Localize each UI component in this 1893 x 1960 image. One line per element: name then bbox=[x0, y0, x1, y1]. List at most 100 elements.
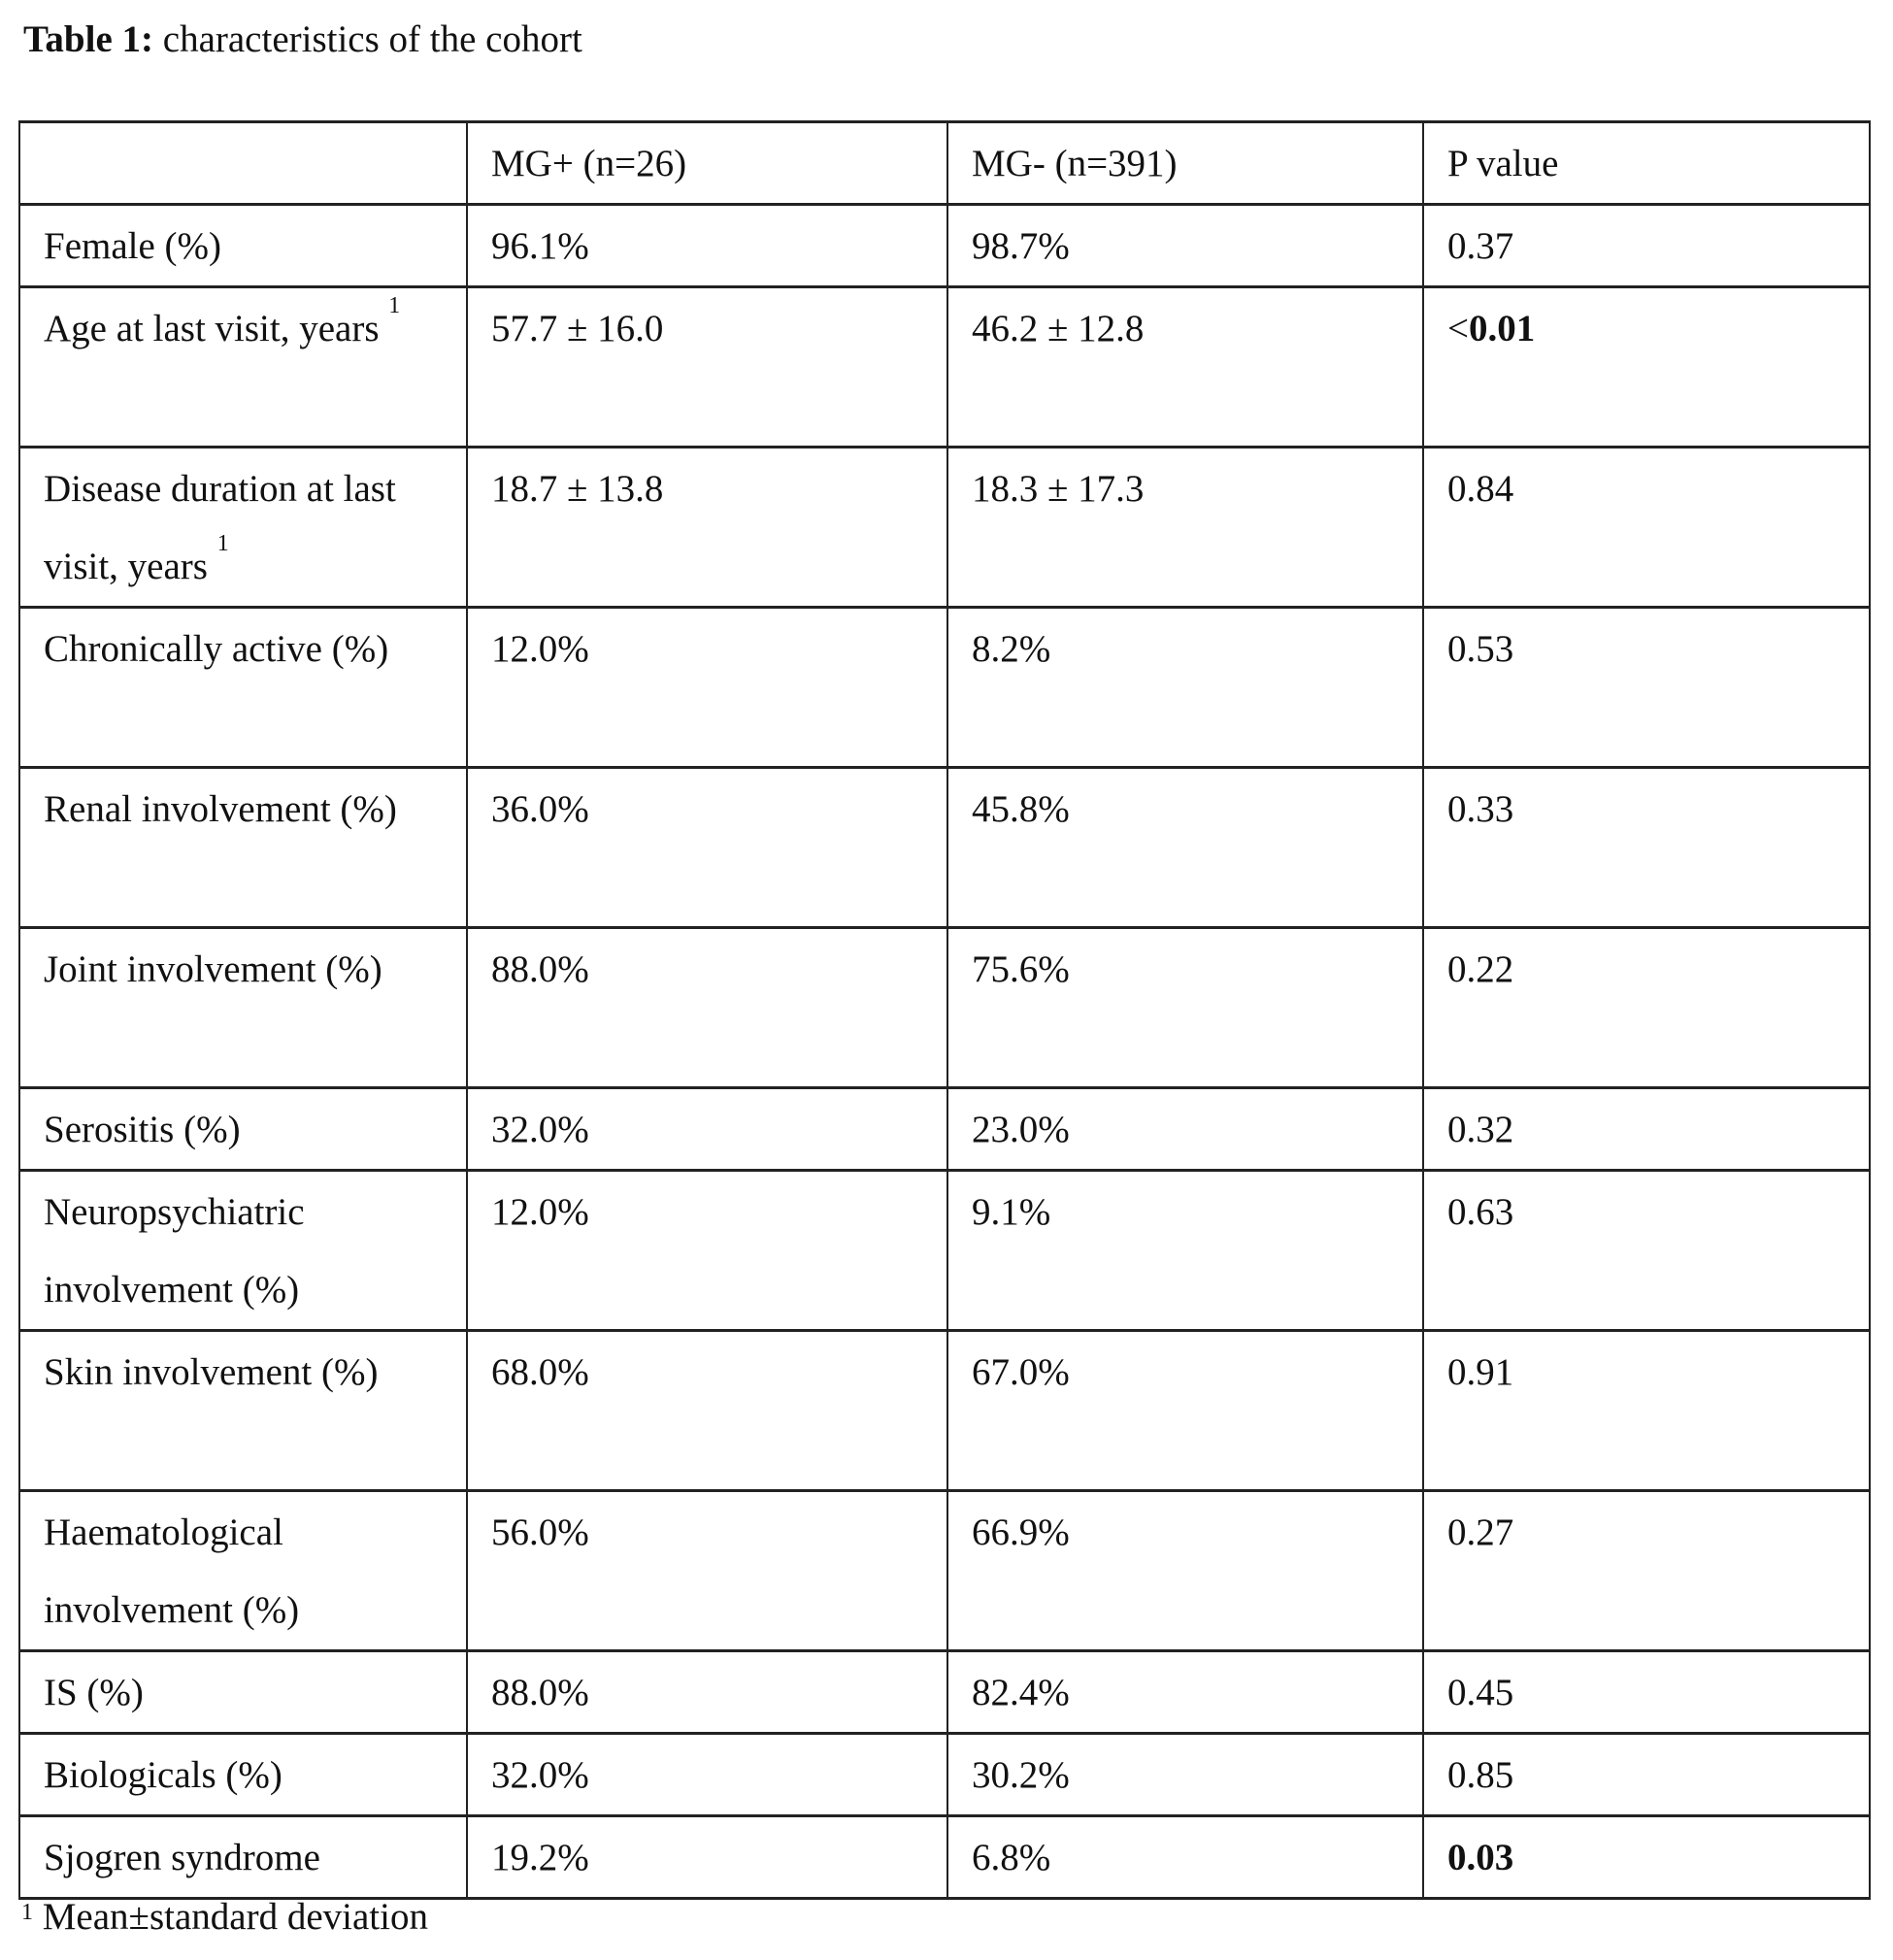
row-label-cell: Female (%) bbox=[18, 203, 468, 288]
row-label-cell: Joint involvement (%) bbox=[18, 926, 468, 1089]
footnote-text: Mean±standard deviation bbox=[33, 1896, 428, 1938]
mg-neg-cell: 66.9% bbox=[946, 1489, 1424, 1652]
row-label-cell: Biologicals (%) bbox=[18, 1732, 468, 1817]
p-value-cell: 0.91 bbox=[1422, 1329, 1871, 1492]
row-label-cell: Serositis (%) bbox=[18, 1086, 468, 1172]
mg-neg-cell: 6.8% bbox=[946, 1814, 1424, 1900]
row-label: IS (%) bbox=[44, 1672, 144, 1713]
row-label-cell: Sjogren syndrome bbox=[18, 1814, 468, 1900]
mg-pos-cell: 88.0% bbox=[466, 926, 948, 1089]
p-value-cell: 0.53 bbox=[1422, 606, 1871, 769]
p-value: 0.53 bbox=[1447, 628, 1514, 670]
mg-pos-cell: 88.0% bbox=[466, 1649, 948, 1735]
row-label: Chronically active (%) bbox=[44, 628, 389, 670]
mg-neg-cell: 30.2% bbox=[946, 1732, 1424, 1817]
p-value: 0.91 bbox=[1447, 1351, 1514, 1393]
table-row: Age at last visit, years 1 57.7 ± 16.0 46.… bbox=[18, 285, 1871, 448]
mg-neg-cell: 82.4% bbox=[946, 1649, 1424, 1735]
table-row: Female (%) 96.1% 98.7% 0.37 bbox=[18, 203, 1871, 288]
footnote-ref: 1 bbox=[216, 531, 229, 556]
p-value-cell: 0.85 bbox=[1422, 1732, 1871, 1817]
table-row: Neuropsychiatric involvement (%) 12.0% 9.1… bbox=[18, 1169, 1871, 1332]
p-value: 0.22 bbox=[1447, 948, 1514, 990]
row-label: Serositis (%) bbox=[44, 1109, 241, 1150]
mg-neg-cell: 98.7% bbox=[946, 203, 1424, 288]
table-row: Serositis (%) 32.0% 23.0% 0.32 bbox=[18, 1086, 1871, 1172]
mg-pos-cell: 12.0% bbox=[466, 1169, 948, 1332]
mg-pos-cell: 36.0% bbox=[466, 766, 948, 929]
p-value: 0.63 bbox=[1447, 1191, 1514, 1233]
header-cell-mg-pos: MG+ (n=26) bbox=[466, 120, 948, 206]
mg-neg-cell: 46.2 ± 12.8 bbox=[946, 285, 1424, 448]
row-label: Skin involvement (%) bbox=[44, 1351, 379, 1393]
cohort-table: MG+ (n=26) MG- (n=391) P value Female (%… bbox=[18, 120, 1871, 1900]
table-number: Table 1: bbox=[23, 18, 154, 60]
row-label: Sjogren syndrome bbox=[44, 1837, 320, 1878]
p-value-cell: 0.32 bbox=[1422, 1086, 1871, 1172]
row-label-cell: Renal involvement (%) bbox=[18, 766, 468, 929]
header-cell-p-value: P value bbox=[1422, 120, 1871, 206]
p-value-cell: 0.22 bbox=[1422, 926, 1871, 1089]
table-title: characteristics of the cohort bbox=[153, 18, 582, 60]
row-label: Neuropsychiatric involvement (%) bbox=[44, 1191, 305, 1311]
row-label-cell: Skin involvement (%) bbox=[18, 1329, 468, 1492]
p-value-cell: 0.63 bbox=[1422, 1169, 1871, 1332]
p-value: 0.84 bbox=[1447, 468, 1514, 510]
table-caption: Table 1: characteristics of the cohort bbox=[23, 17, 582, 61]
p-value: 0.33 bbox=[1447, 788, 1514, 830]
p-value-cell: 0.27 bbox=[1422, 1489, 1871, 1652]
p-value-cell: 0.84 bbox=[1422, 446, 1871, 609]
mg-pos-cell: 32.0% bbox=[466, 1086, 948, 1172]
header-row: MG+ (n=26) MG- (n=391) P value bbox=[18, 120, 1871, 206]
mg-pos-cell: 32.0% bbox=[466, 1732, 948, 1817]
row-label-cell: Neuropsychiatric involvement (%) bbox=[18, 1169, 468, 1332]
p-value-cell: 0.45 bbox=[1422, 1649, 1871, 1735]
p-value: 0.01 bbox=[1469, 308, 1536, 349]
table-row: Skin involvement (%) 68.0% 67.0% 0.91 bbox=[18, 1329, 1871, 1492]
mg-pos-cell: 19.2% bbox=[466, 1814, 948, 1900]
p-value: 0.85 bbox=[1447, 1754, 1514, 1796]
mg-neg-cell: 75.6% bbox=[946, 926, 1424, 1089]
mg-pos-cell: 12.0% bbox=[466, 606, 948, 769]
table-row: Haematological involvement (%) 56.0% 66.9%… bbox=[18, 1489, 1871, 1652]
header-cell-mg-neg: MG- (n=391) bbox=[946, 120, 1424, 206]
row-label-cell: Disease duration at last visit, years 1 bbox=[18, 446, 468, 609]
mg-pos-cell: 18.7 ± 13.8 bbox=[466, 446, 948, 609]
row-label-cell: Haematological involvement (%) bbox=[18, 1489, 468, 1652]
p-value-cell: 0.37 bbox=[1422, 203, 1871, 288]
footnote: 1 Mean±standard deviation bbox=[21, 1895, 428, 1939]
mg-pos-cell: 68.0% bbox=[466, 1329, 948, 1492]
row-label: Haematological involvement (%) bbox=[44, 1512, 300, 1631]
mg-neg-cell: 18.3 ± 17.3 bbox=[946, 446, 1424, 609]
p-value-cell: 0.03 bbox=[1422, 1814, 1871, 1900]
row-label: Female (%) bbox=[44, 225, 222, 267]
table-row: IS (%) 88.0% 82.4% 0.45 bbox=[18, 1649, 1871, 1735]
p-value-prefix: < bbox=[1447, 308, 1469, 349]
mg-neg-cell: 8.2% bbox=[946, 606, 1424, 769]
table-row: Joint involvement (%) 88.0% 75.6% 0.22 bbox=[18, 926, 1871, 1089]
p-value: 0.45 bbox=[1447, 1672, 1514, 1713]
p-value: 0.03 bbox=[1447, 1837, 1514, 1878]
mg-pos-cell: 96.1% bbox=[466, 203, 948, 288]
p-value: 0.37 bbox=[1447, 225, 1514, 267]
footnote-marker: 1 bbox=[21, 1900, 33, 1925]
footnote-ref: 1 bbox=[388, 293, 401, 318]
mg-neg-cell: 45.8% bbox=[946, 766, 1424, 929]
row-label: Renal involvement (%) bbox=[44, 788, 397, 830]
row-label-cell: Age at last visit, years 1 bbox=[18, 285, 468, 448]
p-value-cell: <0.01 bbox=[1422, 285, 1871, 448]
mg-neg-cell: 67.0% bbox=[946, 1329, 1424, 1492]
p-value: 0.32 bbox=[1447, 1109, 1514, 1150]
p-value-cell: 0.33 bbox=[1422, 766, 1871, 929]
table-row: Renal involvement (%) 36.0% 45.8% 0.33 bbox=[18, 766, 1871, 929]
mg-neg-cell: 23.0% bbox=[946, 1086, 1424, 1172]
table-row: Chronically active (%) 12.0% 8.2% 0.53 bbox=[18, 606, 1871, 769]
mg-neg-cell: 9.1% bbox=[946, 1169, 1424, 1332]
table-row: Biologicals (%) 32.0% 30.2% 0.85 bbox=[18, 1732, 1871, 1817]
mg-pos-cell: 57.7 ± 16.0 bbox=[466, 285, 948, 448]
p-value: 0.27 bbox=[1447, 1512, 1514, 1553]
row-label: Joint involvement (%) bbox=[44, 948, 382, 990]
row-label: Disease duration at last visit, years bbox=[44, 468, 396, 587]
row-label: Age at last visit, years bbox=[44, 308, 380, 349]
